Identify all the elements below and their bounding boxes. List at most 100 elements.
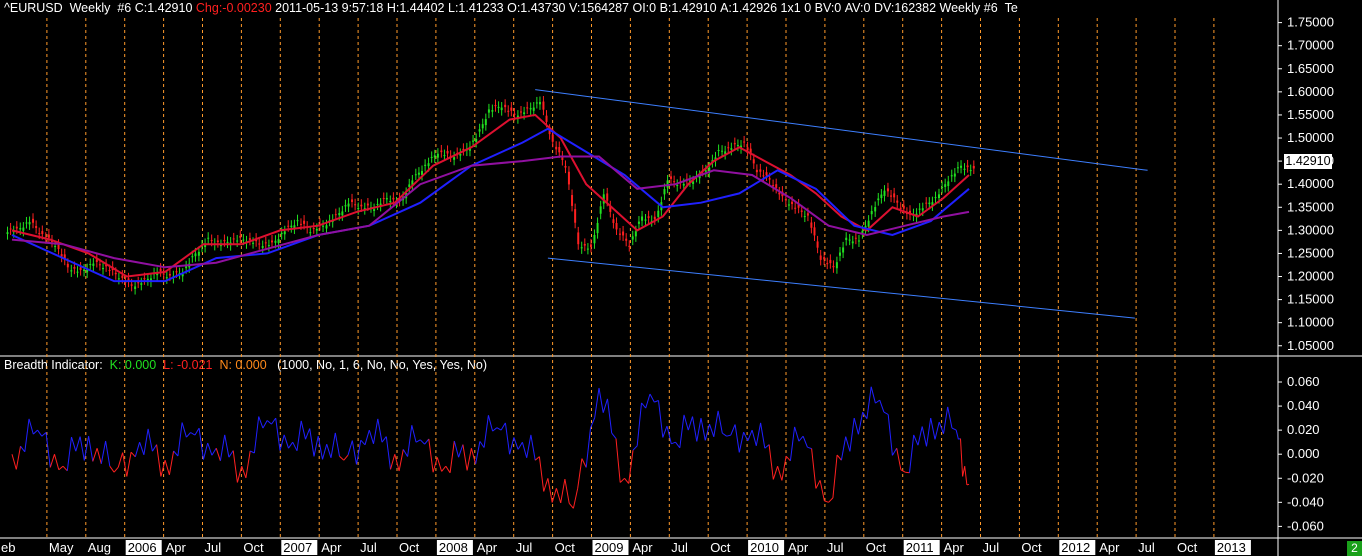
indicator-y-tick-label: -0.020 [1287, 470, 1324, 485]
candle-body [890, 195, 893, 197]
breadth-line-segment [449, 440, 455, 473]
candle-body [102, 267, 105, 270]
indicator-y-tick-label: 0.020 [1287, 422, 1320, 437]
breadth-line-segment [266, 420, 272, 425]
candle-body [41, 231, 44, 235]
breadth-line-segment [92, 448, 98, 462]
x-tick-label: Apr [632, 540, 653, 555]
candle-body [264, 242, 267, 244]
candle-body [950, 175, 953, 177]
candle-body [854, 237, 857, 239]
breadth-line-segment [509, 437, 515, 455]
breadth-line-segment [190, 432, 196, 436]
breadth-line-segment [313, 436, 319, 457]
breadth-line-segment [143, 428, 149, 455]
candle-body [373, 209, 376, 211]
candle-body [934, 197, 937, 199]
breadth-line-segment [288, 441, 294, 449]
candle-body [535, 102, 538, 104]
breadth-line-segment [428, 438, 434, 473]
candle-body [545, 115, 548, 122]
breadth-line-segment [249, 450, 255, 454]
candle-body [931, 202, 934, 206]
page-number-badge[interactable]: 2 [1347, 541, 1362, 556]
candle-body [491, 110, 494, 112]
header-volume: V:1564287 [568, 1, 629, 15]
breadth-line-segment [704, 423, 710, 441]
candle-body [47, 234, 50, 238]
candle-body [816, 241, 819, 248]
candle-body [516, 115, 519, 119]
candle-body [210, 240, 213, 242]
breadth-line-segment [487, 415, 494, 432]
breadth-line-segment [572, 488, 579, 509]
candle-body [682, 183, 685, 186]
candle-body [108, 270, 111, 272]
candle-body [242, 239, 245, 241]
candle-body [414, 174, 417, 176]
x-tick-label: Apr [944, 540, 965, 555]
candle-body [277, 239, 280, 244]
breadth-line-segment [632, 445, 638, 451]
candle-body [778, 192, 781, 195]
moving-average-purple [11, 155, 970, 269]
breadth-line-segment [424, 438, 430, 445]
candle-body [513, 113, 516, 115]
breadth-line-segment [164, 460, 170, 475]
candle-body [736, 144, 739, 146]
candle-body [867, 220, 870, 227]
candle-body [956, 167, 959, 169]
candle-body [382, 198, 385, 200]
candle-body [252, 242, 255, 244]
breadth-line-segment [364, 429, 370, 445]
candle-body [376, 204, 379, 206]
candle-body [960, 165, 963, 168]
breadth-line-segment [11, 454, 17, 470]
breadth-line-segment [628, 450, 634, 484]
breadth-line-segment [624, 477, 630, 484]
breadth-line-segment [747, 429, 753, 441]
candle-body [63, 254, 66, 260]
header-high: H:1.44402 [386, 1, 445, 15]
x-tick-label: Oct [399, 540, 420, 555]
candle-body [462, 148, 465, 151]
header-num2: #6 [983, 1, 998, 15]
candle-body [6, 232, 9, 235]
breadth-line-segment [581, 458, 587, 468]
candle-body [497, 106, 500, 108]
candle-body [826, 263, 829, 265]
candle-body [618, 233, 621, 235]
x-tick-label: Apr [166, 540, 187, 555]
candle-body [500, 107, 503, 111]
candle-body [692, 181, 695, 184]
breadth-line-segment [857, 412, 864, 435]
candle-body [902, 205, 905, 209]
breadth-line-segment [241, 466, 247, 479]
candle-body [481, 124, 484, 129]
candle-body [60, 254, 63, 257]
candle-body [236, 240, 239, 242]
header-oi: OI:0 [632, 1, 657, 15]
breadth-line-segment [445, 465, 451, 474]
breadth-line-segment [943, 406, 949, 434]
breadth-line-segment [275, 418, 281, 451]
breadth-line-segment [37, 429, 43, 437]
breadth-line-segment [394, 454, 400, 472]
candle-body [673, 181, 676, 183]
candle-body [38, 233, 41, 235]
candle-body [634, 231, 637, 237]
breadth-line-segment [700, 418, 706, 441]
breadth-line-segment [726, 434, 731, 437]
candle-body [105, 264, 108, 267]
candle-body [688, 180, 691, 182]
x-tick-label: Jul [516, 540, 533, 555]
candle-body [204, 243, 207, 247]
breadth-line-segment [764, 444, 770, 449]
indicator-header: Breadth Indicator: K: 0.000 L: -0.021 N:… [4, 357, 487, 373]
breadth-line-segment [654, 400, 659, 403]
candle-body [89, 264, 92, 266]
breadth-line-segment [130, 451, 136, 458]
candle-body [226, 241, 229, 243]
candle-body [622, 231, 625, 236]
